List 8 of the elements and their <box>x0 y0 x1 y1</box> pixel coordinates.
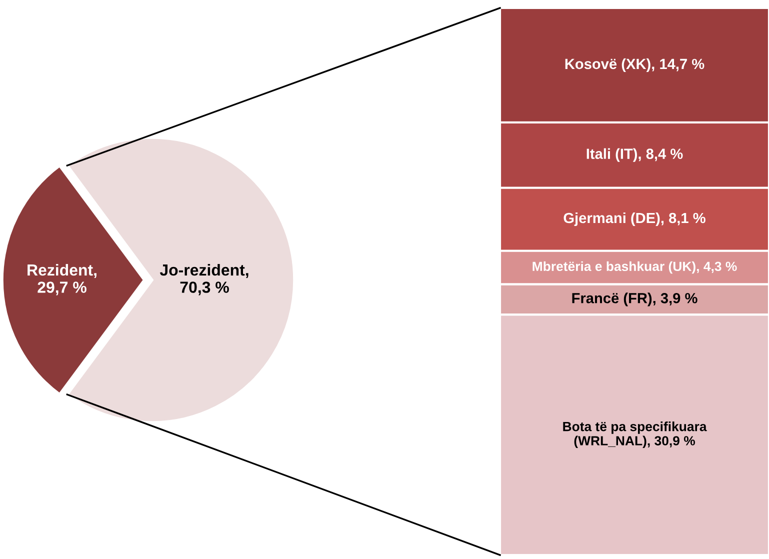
data-label: Rezident, 29,7 % <box>28 264 96 296</box>
data-label: Jo-rezident, 70,3 % <box>160 264 248 296</box>
data-label: Mbretëria e bashkuar (UK), 4,3 % <box>532 261 737 274</box>
data-label: Kosovë (XK), 14,7 % <box>565 58 704 72</box>
data-label: Itali (IT), 8,4 % <box>586 148 683 162</box>
data-label: Francë (FR), 3,9 % <box>572 292 698 306</box>
data-label: Gjermani (DE), 8,1 % <box>564 212 706 226</box>
data-label: Bota të pa specifikuara (WRL_NAL), 30,9 % <box>563 422 707 448</box>
